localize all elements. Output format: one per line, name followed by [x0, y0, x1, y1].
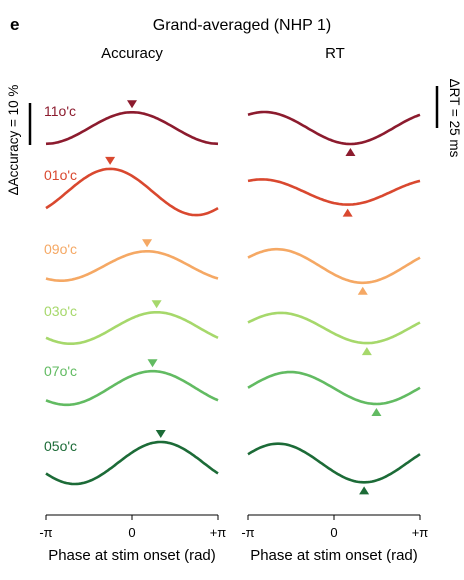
- rt-trough-marker-05oc: [359, 486, 370, 495]
- series-layer: 11o'c 01o'c 09o'c 03o'c 07o'c 05o'c: [44, 100, 421, 495]
- x-tick-label-rt-minus-pi: -π: [241, 525, 254, 540]
- accuracy-peak-marker-05oc: [155, 430, 166, 438]
- rt-trough-marker-11oc: [345, 147, 356, 156]
- x-tick-label-accuracy-minus-pi: -π: [39, 525, 52, 540]
- rt-trough-marker-01oc: [342, 208, 353, 217]
- rt-curve-05oc: [247, 442, 421, 484]
- series-label-01oc: 01o'c: [44, 167, 77, 183]
- series-label-09oc: 09o'c: [44, 241, 77, 257]
- rt-scalebar-label: ΔRT = 25 ms: [447, 79, 462, 158]
- rt-curve-03oc: [247, 311, 421, 345]
- rt-curve-01oc: [247, 178, 421, 206]
- column-title-accuracy: Accuracy: [101, 45, 163, 62]
- x-axis-label-accuracy: Phase at stim onset (rad): [48, 547, 216, 564]
- x-axis-label-rt: Phase at stim onset (rad): [250, 547, 418, 564]
- accuracy-peak-marker-11oc: [127, 100, 137, 109]
- x-axis-accuracy: -π 0 +π Phase at stim onset (rad): [39, 514, 227, 564]
- accuracy-curve-01oc: [45, 167, 219, 217]
- accuracy-peak-marker-09oc: [142, 239, 153, 248]
- series-label-11oc: 11o'c: [44, 103, 76, 119]
- rt-curve-07oc: [247, 370, 421, 406]
- x-tick-label-accuracy-plus-pi: +π: [210, 525, 227, 540]
- accuracy-curve-07oc: [45, 369, 219, 407]
- accuracy-peak-marker-07oc: [147, 359, 158, 368]
- rt-trough-marker-03oc: [361, 347, 372, 356]
- accuracy-curve-05oc: [45, 440, 219, 486]
- series-label-03oc: 03o'c: [44, 303, 77, 319]
- rt-curve-11oc: [247, 110, 421, 146]
- chart-title: Grand-averaged (NHP 1): [153, 17, 331, 34]
- accuracy-scalebar-label: ΔAccuracy = 10 %: [6, 85, 21, 196]
- x-tick-label-accuracy-zero: 0: [128, 525, 135, 540]
- column-title-rt: RT: [325, 45, 345, 62]
- rt-trough-marker-09oc: [357, 286, 368, 295]
- accuracy-curve-11oc: [45, 111, 219, 146]
- series-label-05oc: 05o'c: [44, 438, 77, 454]
- rt-trough-marker-07oc: [371, 407, 382, 416]
- x-axis-rt: -π 0 +π Phase at stim onset (rad): [241, 514, 429, 564]
- accuracy-curve-09oc: [45, 250, 219, 282]
- x-tick-label-rt-plus-pi: +π: [412, 525, 429, 540]
- accuracy-peak-marker-01oc: [105, 156, 116, 165]
- x-tick-label-rt-zero: 0: [330, 525, 337, 540]
- accuracy-peak-marker-03oc: [151, 300, 162, 309]
- panel-letter: e: [10, 15, 19, 34]
- rt-curve-09oc: [247, 247, 421, 285]
- accuracy-curve-03oc: [45, 311, 219, 345]
- series-label-07oc: 07o'c: [44, 363, 77, 379]
